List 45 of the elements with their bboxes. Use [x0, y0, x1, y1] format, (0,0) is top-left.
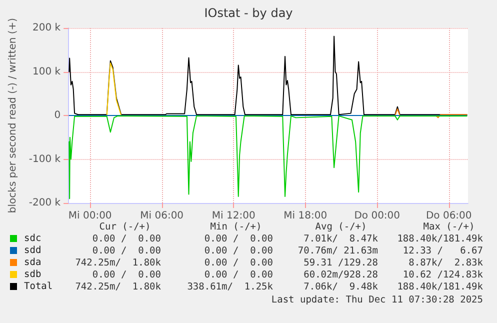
text: 7.06k/ 9.48k: [304, 282, 378, 292]
text: 0.00 / 0.00: [204, 258, 274, 268]
legend-label: sda: [24, 257, 42, 268]
x-tick-label: Do 00:00: [354, 210, 400, 222]
text: 742.25m/ 1.80k: [75, 258, 162, 268]
line-series: [68, 115, 468, 200]
legend-label: sdb: [24, 269, 42, 280]
text: 0.00 / 0.00: [92, 234, 162, 244]
text: 742.25m/ 1.80k: [75, 282, 162, 292]
text: Avg (-/+): [315, 222, 367, 232]
legend-label: sdd: [24, 245, 42, 256]
y-tick-label: -200 k: [28, 198, 61, 208]
text: 8.87k/ 2.83k: [408, 258, 484, 268]
y-tick-label: 100 k: [32, 66, 61, 78]
text: 338.61m/ 1.25k: [187, 282, 274, 292]
text: 7.01k/ 8.47k: [304, 234, 378, 244]
text: 0.00 / 0.00: [204, 270, 274, 280]
x-tick-label: Mi 06:00: [140, 210, 184, 222]
text: 60.02m/928.28: [304, 270, 378, 280]
x-tick-label: Mi 12:00: [212, 210, 256, 222]
x-tick-label: Mi 00:00: [68, 210, 112, 222]
text: Cur (-/+): [99, 222, 151, 232]
y-tick-label: 200 k: [32, 22, 61, 34]
text: 0.00 / 0.00: [204, 234, 274, 244]
legend-label: sdc: [24, 233, 42, 244]
y-tick-label: -100 k: [28, 154, 61, 165]
text: 59.31 /129.28: [304, 258, 378, 268]
text: Min (-/+): [210, 222, 262, 232]
line-series: [106, 62, 122, 116]
chart-title: IOstat - by day: [204, 6, 293, 20]
text: 70.76m/ 21.63m: [298, 246, 378, 256]
y-axis-title: blocks per second read (-) / written (+): [8, 18, 18, 214]
text: 188.40k/181.49k: [397, 234, 484, 244]
text: 188.40k/181.49k: [397, 282, 484, 292]
x-tick-label: Do 06:00: [426, 210, 472, 222]
text: 0.00 / 0.00: [92, 270, 162, 280]
y-tick-label: 0: [54, 110, 61, 121]
legend-label: Total: [24, 281, 53, 292]
x-tick-label: Mi 18:00: [284, 210, 328, 222]
text: Last update: Thu Dec 11 07:30:28 2025: [271, 294, 483, 306]
text: Max (-/+): [423, 222, 475, 232]
text: 0.00 / 0.00: [92, 246, 162, 256]
text: 12.33 / 6.67: [402, 246, 483, 256]
text: 0.00 / 0.00: [204, 246, 274, 256]
text: 10.62 /124.83k: [402, 270, 484, 280]
